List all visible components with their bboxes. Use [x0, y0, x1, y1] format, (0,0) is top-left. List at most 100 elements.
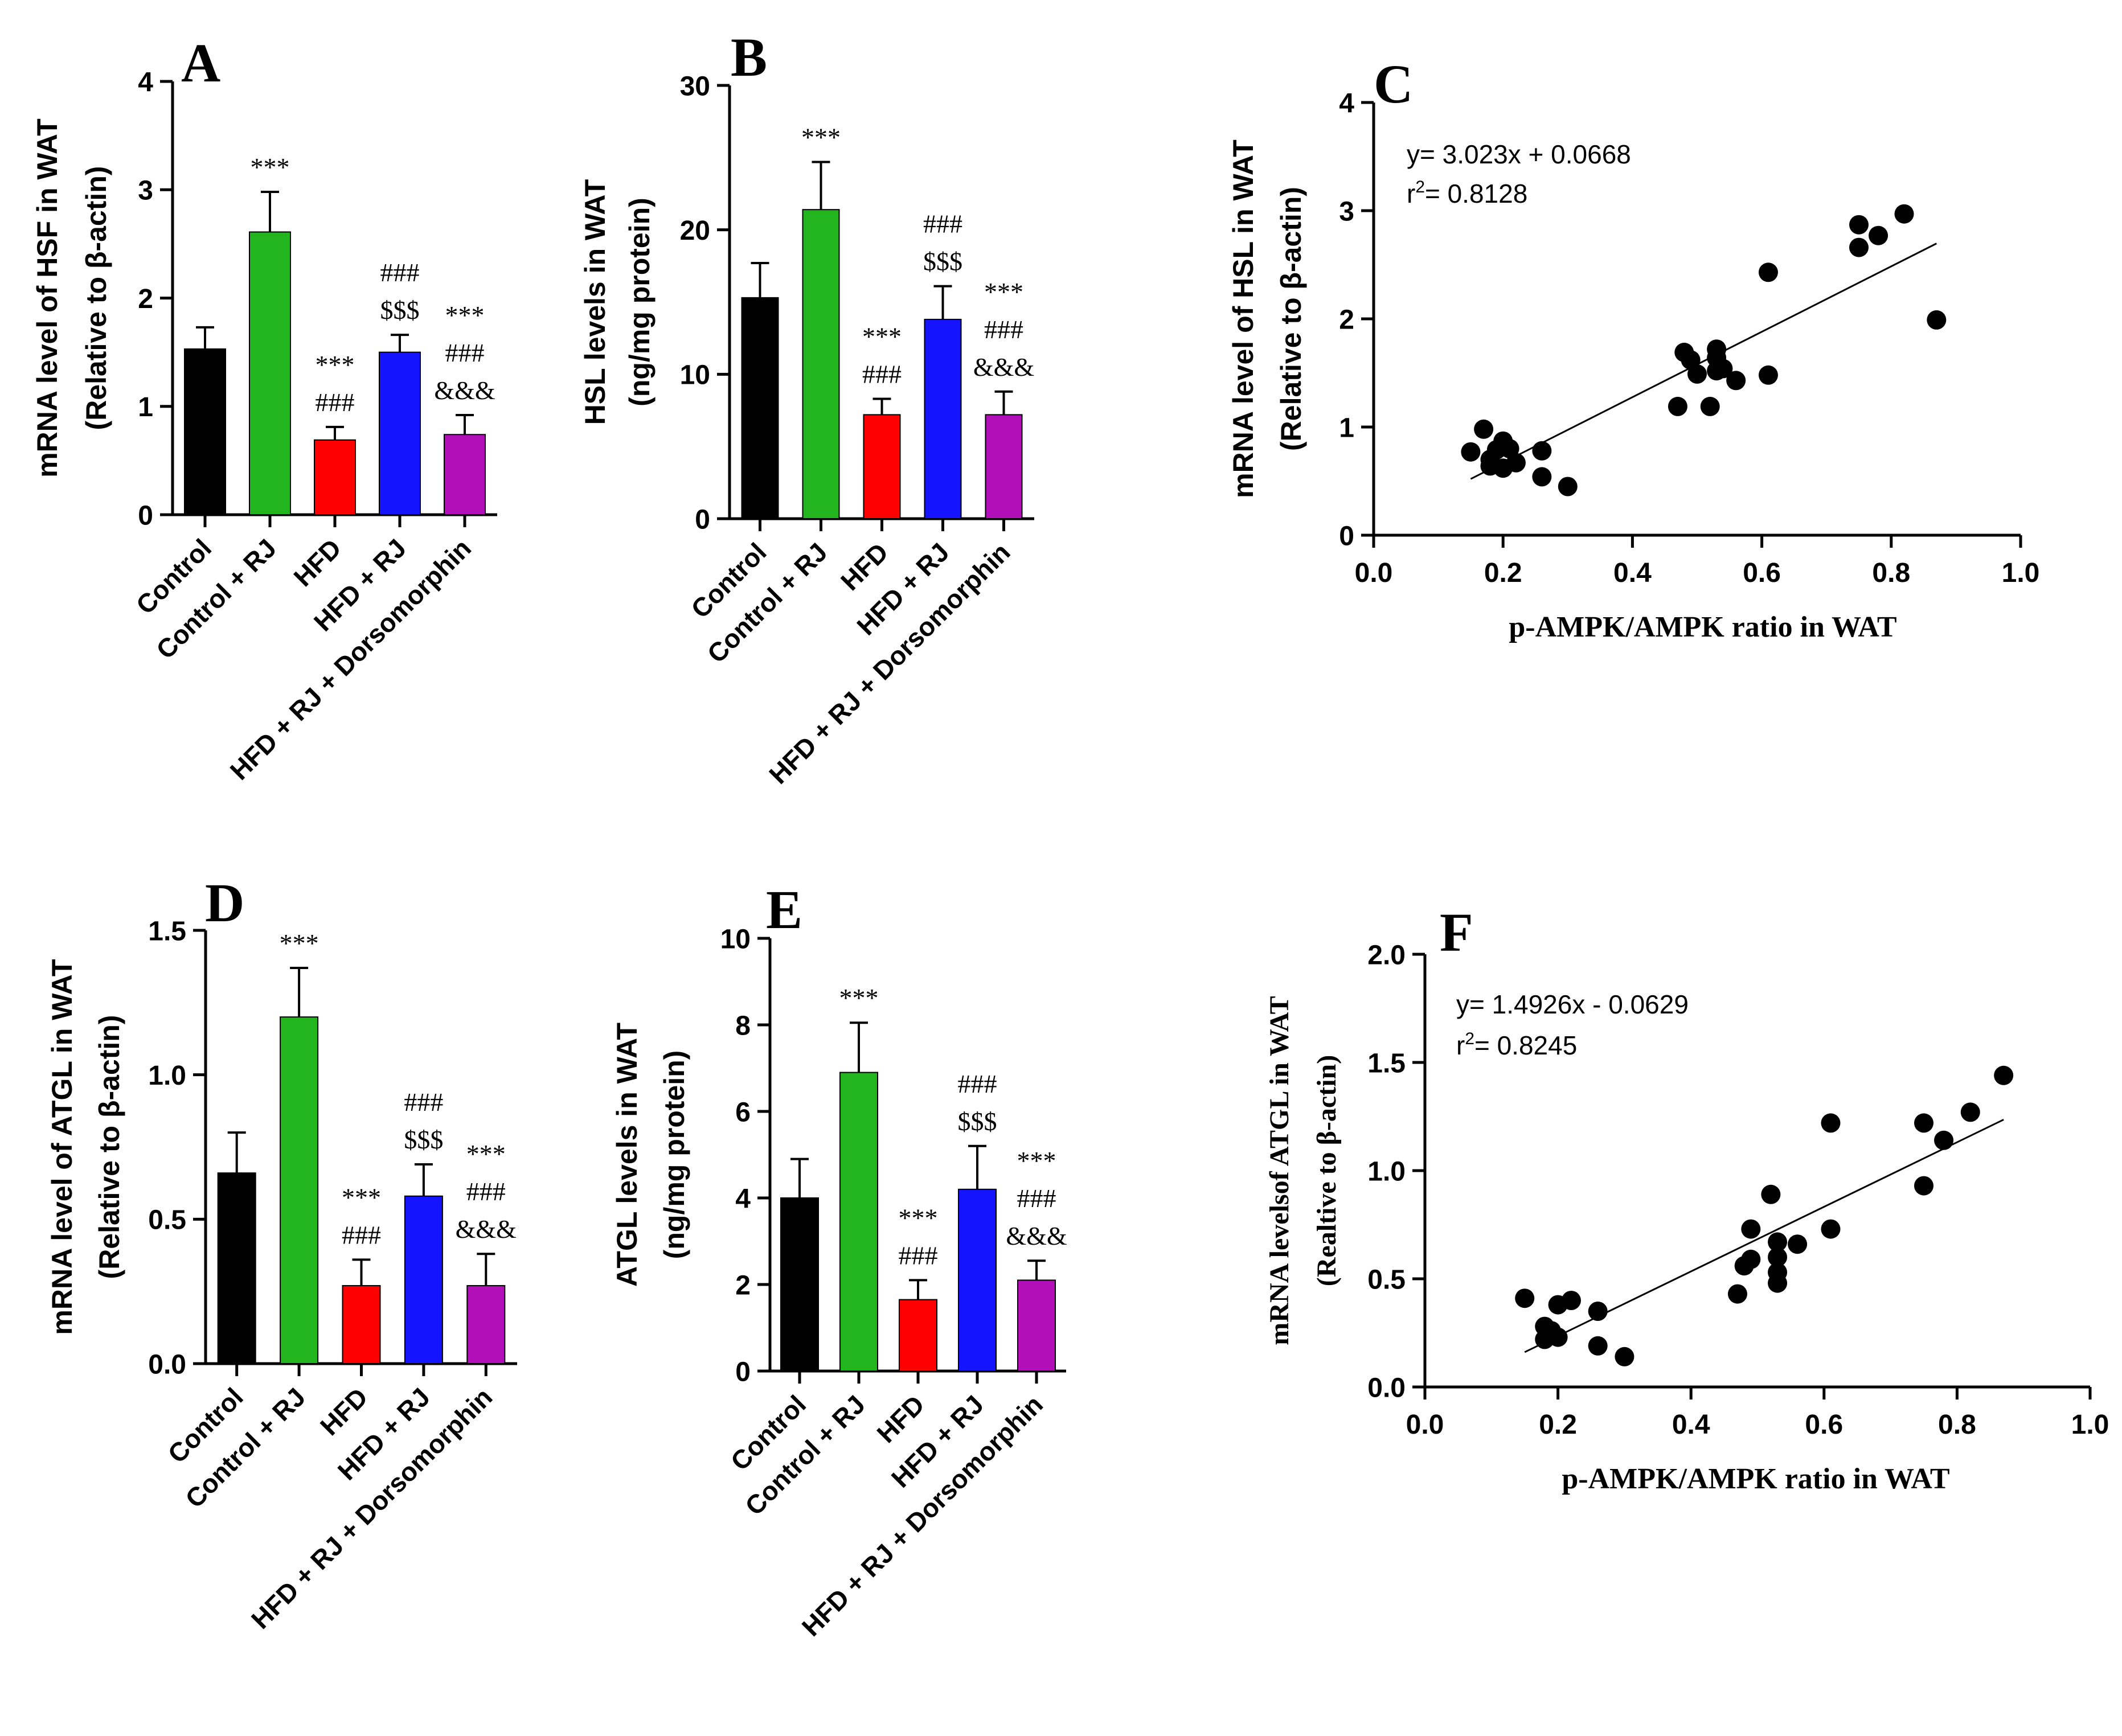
x-tick-label: 0.6	[1805, 1410, 1843, 1440]
significance-mark: ###	[380, 258, 420, 287]
y-tick-label: 0	[138, 500, 153, 531]
x-tick-label: 1.0	[2071, 1410, 2109, 1440]
x-tick-label: 1.0	[2002, 558, 2040, 588]
y-tick-label: 1	[138, 392, 153, 422]
significance-mark: &&&	[456, 1214, 517, 1243]
r-squared-superscript: 2	[1415, 178, 1425, 196]
bar	[217, 1172, 256, 1364]
bar	[985, 414, 1023, 519]
bar	[839, 1072, 878, 1372]
panel-letter: B	[731, 27, 767, 88]
significance-mark: ###	[404, 1087, 443, 1117]
r-squared-symbol: r	[1456, 1031, 1465, 1060]
y-tick-label: 0	[695, 504, 710, 535]
bar	[342, 1285, 381, 1365]
data-point	[1761, 1184, 1781, 1204]
panel-letter: D	[205, 872, 244, 933]
y-axis-label: (Relative to β-actin)	[1275, 187, 1307, 451]
significance-mark: ***	[801, 122, 841, 151]
data-point	[1687, 364, 1707, 384]
data-point	[1532, 441, 1552, 461]
r-squared: r2= 0.8128	[1407, 178, 1527, 208]
bar	[314, 439, 356, 515]
data-point	[1588, 1336, 1608, 1356]
panel-letter: A	[181, 32, 220, 93]
y-axis-label: mRNA levelsof ATGL in WAT	[1264, 996, 1294, 1345]
y-axis-label: mRNA level of ATGL in WAT	[46, 959, 78, 1335]
y-tick-label: 2	[735, 1270, 751, 1300]
bar	[802, 209, 840, 519]
x-tick-label: 0.4	[1613, 558, 1652, 588]
significance-mark: $$$	[923, 247, 962, 276]
category-label: HFD	[288, 533, 347, 592]
regression-line	[1470, 243, 1937, 480]
significance-mark: ***	[316, 350, 355, 379]
data-point	[1927, 310, 1947, 330]
significance-mark: ###	[923, 210, 962, 239]
bar	[379, 351, 421, 515]
r-squared-value: = 0.8128	[1425, 179, 1527, 208]
data-point	[1548, 1327, 1568, 1347]
data-point	[1727, 1284, 1747, 1304]
data-point	[1474, 419, 1494, 439]
r-squared-value: = 0.8245	[1474, 1031, 1577, 1060]
y-tick-label: 0.5	[1367, 1265, 1406, 1295]
y-tick-label: 0.0	[148, 1349, 186, 1380]
y-axis-label: (Relative to β-actin)	[93, 1015, 125, 1279]
data-point	[1821, 1219, 1841, 1239]
significance-mark: ###	[862, 359, 902, 388]
data-point	[1713, 359, 1733, 379]
bar	[958, 1188, 997, 1372]
y-tick-label: 10	[720, 924, 751, 954]
y-tick-label: 0	[1339, 521, 1354, 551]
significance-mark: ***	[445, 301, 485, 330]
data-point	[1558, 477, 1578, 496]
bar	[249, 231, 291, 515]
y-tick-label: 30	[680, 71, 710, 101]
significance-mark: ###	[342, 1220, 381, 1249]
data-point	[1506, 453, 1526, 473]
significance-mark: ***	[1017, 1146, 1056, 1175]
panel-f: 0.0 0.5 1.0 1.5 2.0 0.0 0.2 0.4 0.6 0.8 1.0 y= 1.49…	[1264, 902, 2109, 1495]
bar	[924, 318, 962, 519]
regression-equation: y= 1.4926x - 0.0629	[1456, 990, 1689, 1019]
y-tick-label: 10	[680, 360, 710, 391]
data-point	[1532, 467, 1552, 487]
x-tick-label: 0.6	[1743, 558, 1781, 588]
significance-mark: ***	[984, 277, 1023, 306]
data-point	[1515, 1288, 1535, 1308]
significance-mark: ###	[445, 338, 485, 367]
regression-equation: y= 3.023x + 0.0668	[1407, 139, 1631, 169]
y-axis-label: mRNA level of HSF in WAT	[31, 118, 63, 478]
x-tick-label: 0.0	[1406, 1410, 1444, 1440]
significance-mark: ###	[899, 1241, 938, 1270]
x-tick-label: 0.8	[1872, 558, 1910, 588]
significance-mark: $$$	[404, 1125, 443, 1154]
x-tick-label: 0.2	[1539, 1410, 1577, 1440]
data-point	[1768, 1273, 1788, 1293]
bar	[741, 297, 779, 519]
data-point	[1934, 1130, 1954, 1150]
bar	[184, 348, 226, 515]
y-tick-label: 3	[1339, 196, 1354, 227]
x-tick-label: 0.4	[1672, 1410, 1710, 1440]
y-tick-label: 4	[735, 1184, 751, 1214]
x-axis-label: p-AMPK/AMPK ratio in WAT	[1509, 611, 1896, 643]
data-point	[1758, 262, 1778, 282]
r-squared: r2= 0.8245	[1456, 1029, 1577, 1060]
y-tick-label: 20	[680, 216, 710, 246]
y-tick-label: 0.0	[1367, 1373, 1406, 1403]
significance-mark: ###	[1017, 1184, 1056, 1213]
y-tick-label: 2	[1339, 305, 1354, 335]
bar	[863, 414, 901, 519]
y-tick-label: 1	[1339, 413, 1354, 443]
data-point	[1741, 1249, 1761, 1269]
significance-mark: ***	[342, 1183, 381, 1212]
significance-mark: ***	[839, 983, 879, 1012]
y-axis-label: (Realtive to β-actin)	[1312, 1055, 1342, 1286]
data-point	[1788, 1234, 1808, 1254]
bar	[466, 1285, 506, 1365]
